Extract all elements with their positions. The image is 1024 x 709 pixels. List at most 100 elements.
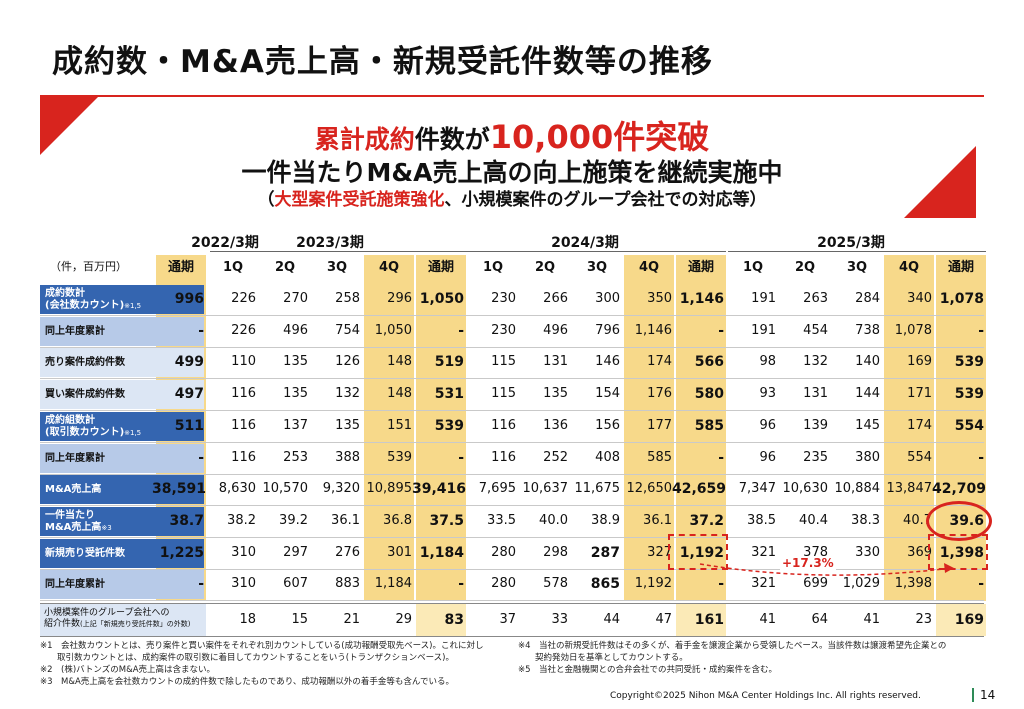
table-cell: 148 (387, 354, 412, 369)
table-cell: 496 (283, 323, 308, 338)
column-band-bottom (416, 604, 466, 636)
table-cell: 137 (283, 418, 308, 433)
table-cell: 171 (907, 386, 932, 401)
table-cell: - (198, 576, 204, 592)
column-header: 1Q (222, 260, 244, 275)
row-label: 同上年度累計 (40, 570, 204, 599)
column-band-bottom (676, 604, 726, 636)
table-cell: 499 (174, 354, 204, 370)
table-cell: 296 (387, 291, 412, 306)
row-label-text: 売り案件成約件数 (45, 356, 125, 368)
table-cell: 145 (855, 418, 880, 433)
table-cell: 38.2 (227, 513, 256, 528)
headline-2: 一件当たりM&A売上高の向上施策を継続実施中 (241, 158, 783, 187)
table-cell: 539 (954, 354, 984, 370)
table-cell: 554 (954, 418, 984, 434)
row-label-text: 成約数計 (45, 287, 85, 299)
table-cell: 144 (855, 386, 880, 401)
growth-arrow (699, 563, 954, 576)
table-cell: 554 (907, 450, 932, 465)
table-cell: 585 (647, 450, 672, 465)
row-separator (40, 600, 984, 601)
table-cell: 511 (174, 418, 204, 434)
bottom-row-cell: 41 (863, 612, 880, 627)
table-cell: 253 (283, 450, 308, 465)
table-cell: 12,650 (626, 481, 673, 496)
bottom-row-label-1: 小規模案件のグループ会社への (44, 608, 170, 618)
table-cell: 38.3 (851, 513, 880, 528)
table-cell: - (978, 323, 984, 339)
bottom-row-cell: 44 (603, 612, 620, 627)
headline-3-open: （ (257, 190, 275, 210)
table-cell: 42,659 (672, 481, 727, 497)
table-cell: 154 (595, 386, 620, 401)
row-label: 成約数計 (会社数カウント)※1,5 (40, 285, 204, 314)
table-cell: - (458, 450, 464, 466)
column-header: 1Q (482, 260, 504, 275)
table-cell: 36.1 (331, 513, 360, 528)
table-cell: 1,184 (419, 545, 464, 561)
table-cell: 136 (543, 418, 568, 433)
red-corner-triangle-right (904, 146, 976, 218)
column-band (416, 255, 466, 601)
table-cell: 115 (491, 386, 516, 401)
table-cell: - (458, 576, 464, 592)
bottom-row-cell: 37 (499, 612, 516, 627)
column-header: 通期 (687, 260, 714, 275)
row-label-sup: ※1,5 (124, 428, 142, 437)
bottom-row-cell: 41 (759, 612, 776, 627)
table-cell: 116 (491, 418, 516, 433)
table-cell: 37.2 (689, 513, 724, 529)
table-cell: 263 (803, 291, 828, 306)
table-cell: 330 (855, 545, 880, 560)
table-cell: 1,078 (894, 323, 932, 338)
column-band (364, 255, 414, 601)
table-cell: 754 (335, 323, 360, 338)
table-cell: 496 (543, 323, 568, 338)
table-cell: 531 (434, 386, 464, 402)
table-cell: - (718, 323, 724, 339)
row-label: M&A売上高 (40, 475, 204, 504)
row-label-sub: (会社数カウント) (45, 299, 125, 311)
table-cell: 321 (751, 545, 776, 560)
row-label-sub: (取引数カウント) (45, 426, 125, 438)
table-cell: 1,146 (679, 291, 724, 307)
row-label-text: 同上年度累計 (45, 452, 105, 464)
table-cell: 1,050 (374, 323, 412, 338)
table-cell: 177 (647, 418, 672, 433)
table-cell: 131 (803, 386, 828, 401)
table-cell: 301 (387, 545, 412, 560)
table-cell: 1,078 (939, 291, 984, 307)
table-cell: 135 (543, 386, 568, 401)
row-label-text-2: M&A売上高※3 (45, 522, 204, 534)
column-band (624, 255, 674, 601)
row-separator (40, 569, 984, 570)
table-cell: 276 (335, 545, 360, 560)
bottom-row-label-note: (上記「新規売り受託件数」の外数) (80, 620, 191, 628)
table-cell: 36.8 (383, 513, 412, 528)
row-separator (40, 378, 984, 379)
table-cell: 40.4 (799, 513, 828, 528)
table-cell: 280 (491, 576, 516, 591)
table-cell: 310 (231, 545, 256, 560)
table-cell: 1,398 (894, 576, 932, 591)
table-cell: 39.2 (279, 513, 308, 528)
table-cell: 38.7 (169, 513, 204, 529)
row-label-text: 成約組数計 (45, 414, 95, 426)
table-cell: - (718, 450, 724, 466)
growth-label: +17.3% (780, 556, 836, 570)
row-label-text: M&A売上高 (45, 483, 102, 495)
table-cell: 110 (231, 354, 256, 369)
copyright: Copyright©2025 Nihon M&A Center Holdings… (610, 691, 921, 701)
highlight-box-2024 (668, 534, 728, 570)
bottom-row-cell: 15 (291, 612, 308, 627)
table-cell: 148 (387, 386, 412, 401)
bottom-row-top-border (40, 603, 984, 604)
table-cell: - (978, 450, 984, 466)
row-separator (40, 537, 984, 538)
table-cell: 10,570 (262, 481, 309, 496)
bottom-row-label-2: 紹介件数(上記「新規売り受託件数」の外数) (44, 619, 202, 630)
table-cell: 33.5 (487, 513, 516, 528)
page-bar (972, 688, 974, 702)
row-label: 買い案件成約件数 (40, 380, 204, 409)
